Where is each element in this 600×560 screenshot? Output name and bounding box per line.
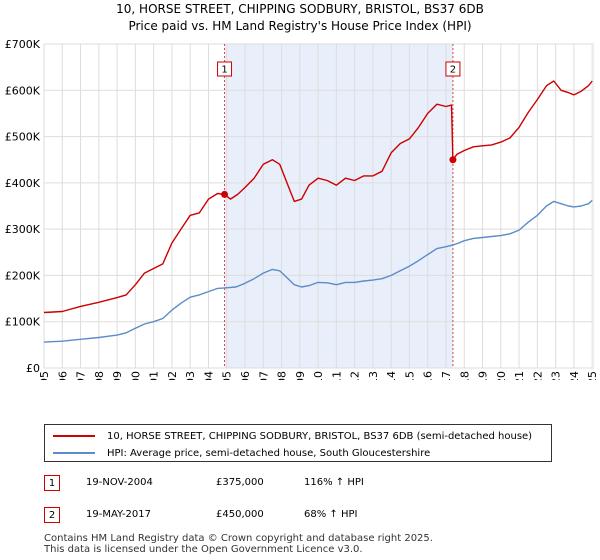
legend: 10, HORSE STREET, CHIPPING SODBURY, BRIS… <box>44 424 552 462</box>
sale-point <box>449 156 457 164</box>
chart-title: 10, HORSE STREET, CHIPPING SODBURY, BRIS… <box>116 2 484 16</box>
x-tick-label: 2002 <box>166 371 179 380</box>
x-tick-label: 2007 <box>257 371 270 380</box>
x-tick-label: 2005 <box>221 371 234 380</box>
y-tick-label: £200K <box>5 269 41 282</box>
transaction-date: 19-MAY-2017 <box>86 509 152 520</box>
legend-swatch-hpi <box>53 452 95 454</box>
y-tick-label: £500K <box>5 131 41 144</box>
x-tick-label: 2023 <box>550 371 563 380</box>
x-tick-label: 2008 <box>276 371 289 380</box>
x-tick-label: 2014 <box>385 371 398 380</box>
x-tick-label: 2003 <box>184 371 197 380</box>
transaction-hpi: 116% ↑ HPI <box>304 477 364 488</box>
x-tick-label: 1997 <box>75 371 88 380</box>
y-tick-label: £700K <box>5 38 41 51</box>
legend-item-hpi: HPI: Average price, semi-detached house,… <box>53 446 430 460</box>
x-tick-label: 2018 <box>458 371 471 380</box>
footer-copyright: Contains HM Land Registry data © Crown c… <box>44 533 433 544</box>
x-tick-label: 1999 <box>111 371 124 380</box>
footer-licence: This data is licensed under the Open Gov… <box>44 544 363 555</box>
transaction-price: £375,000 <box>216 477 264 488</box>
x-tick-label: 2015 <box>403 371 416 380</box>
transaction-date: 19-NOV-2004 <box>86 477 153 488</box>
x-tick-label: 2019 <box>477 371 490 380</box>
x-tick-label: 1996 <box>56 371 69 380</box>
x-tick-label: 2004 <box>202 371 215 380</box>
x-tick-label: 1995 <box>38 371 51 380</box>
legend-swatch-property <box>53 435 95 437</box>
x-tick-label: 2000 <box>129 371 142 380</box>
price-chart: 1 2 £0 £100K £200K £300K £400K £500K £600K £700K 1… <box>5 38 599 380</box>
x-tick-label: 2006 <box>239 371 252 380</box>
x-tick-label: 2012 <box>349 371 362 380</box>
annotation-badge-label: 1 <box>221 65 227 76</box>
transaction-hpi: 68% ↑ HPI <box>304 509 358 520</box>
series-line-property <box>43 80 593 314</box>
legend-label-property: 10, HORSE STREET, CHIPPING SODBURY, BRIS… <box>107 430 533 442</box>
x-tick-label: 2016 <box>422 371 435 380</box>
annotation-badge-box <box>445 61 461 77</box>
transaction-badge: 2 <box>44 507 60 523</box>
x-tick-label: 2013 <box>367 371 380 380</box>
legend-label-hpi: HPI: Average price, semi-detached house,… <box>107 447 431 459</box>
x-tick-label: 2017 <box>440 371 453 380</box>
y-tick-label: £0 <box>26 362 40 375</box>
y-tick-label: £300K <box>5 223 41 236</box>
x-tick-label: 2011 <box>330 371 343 380</box>
y-tick-label: £400K <box>5 177 41 190</box>
series-line-hpi <box>43 199 593 343</box>
x-tick-label: 2009 <box>294 371 307 380</box>
y-tick-label: £600K <box>5 84 41 97</box>
x-tick-label: 2010 <box>312 371 325 380</box>
y-tick-label: £100K <box>5 316 41 329</box>
x-tick-label: 2001 <box>148 371 161 380</box>
transaction-row: 1 19-NOV-2004 £375,000 116% ↑ HPI <box>44 474 600 494</box>
shaded-region <box>224 44 453 368</box>
annotation-badge-box <box>217 61 233 77</box>
x-tick-label: 2021 <box>513 371 526 380</box>
transaction-row: 2 19-MAY-2017 £450,000 68% ↑ HPI <box>44 506 600 526</box>
future-region <box>592 44 594 368</box>
transaction-price: £450,000 <box>216 509 264 520</box>
sale-point <box>221 190 229 198</box>
chart-subtitle: Price paid vs. HM Land Registry's House … <box>128 19 472 33</box>
annotation-badge-label: 2 <box>450 65 456 76</box>
footer: Contains HM Land Registry data © Crown c… <box>44 533 433 555</box>
x-tick-label: 2025 <box>586 371 599 380</box>
x-tick-label: 2022 <box>531 371 544 380</box>
x-tick-label: 2024 <box>568 371 581 380</box>
x-tick-label: 1998 <box>93 371 106 380</box>
transaction-badge: 1 <box>44 475 60 491</box>
x-tick-label: 2020 <box>495 371 508 380</box>
legend-item-property: 10, HORSE STREET, CHIPPING SODBURY, BRIS… <box>53 429 532 443</box>
